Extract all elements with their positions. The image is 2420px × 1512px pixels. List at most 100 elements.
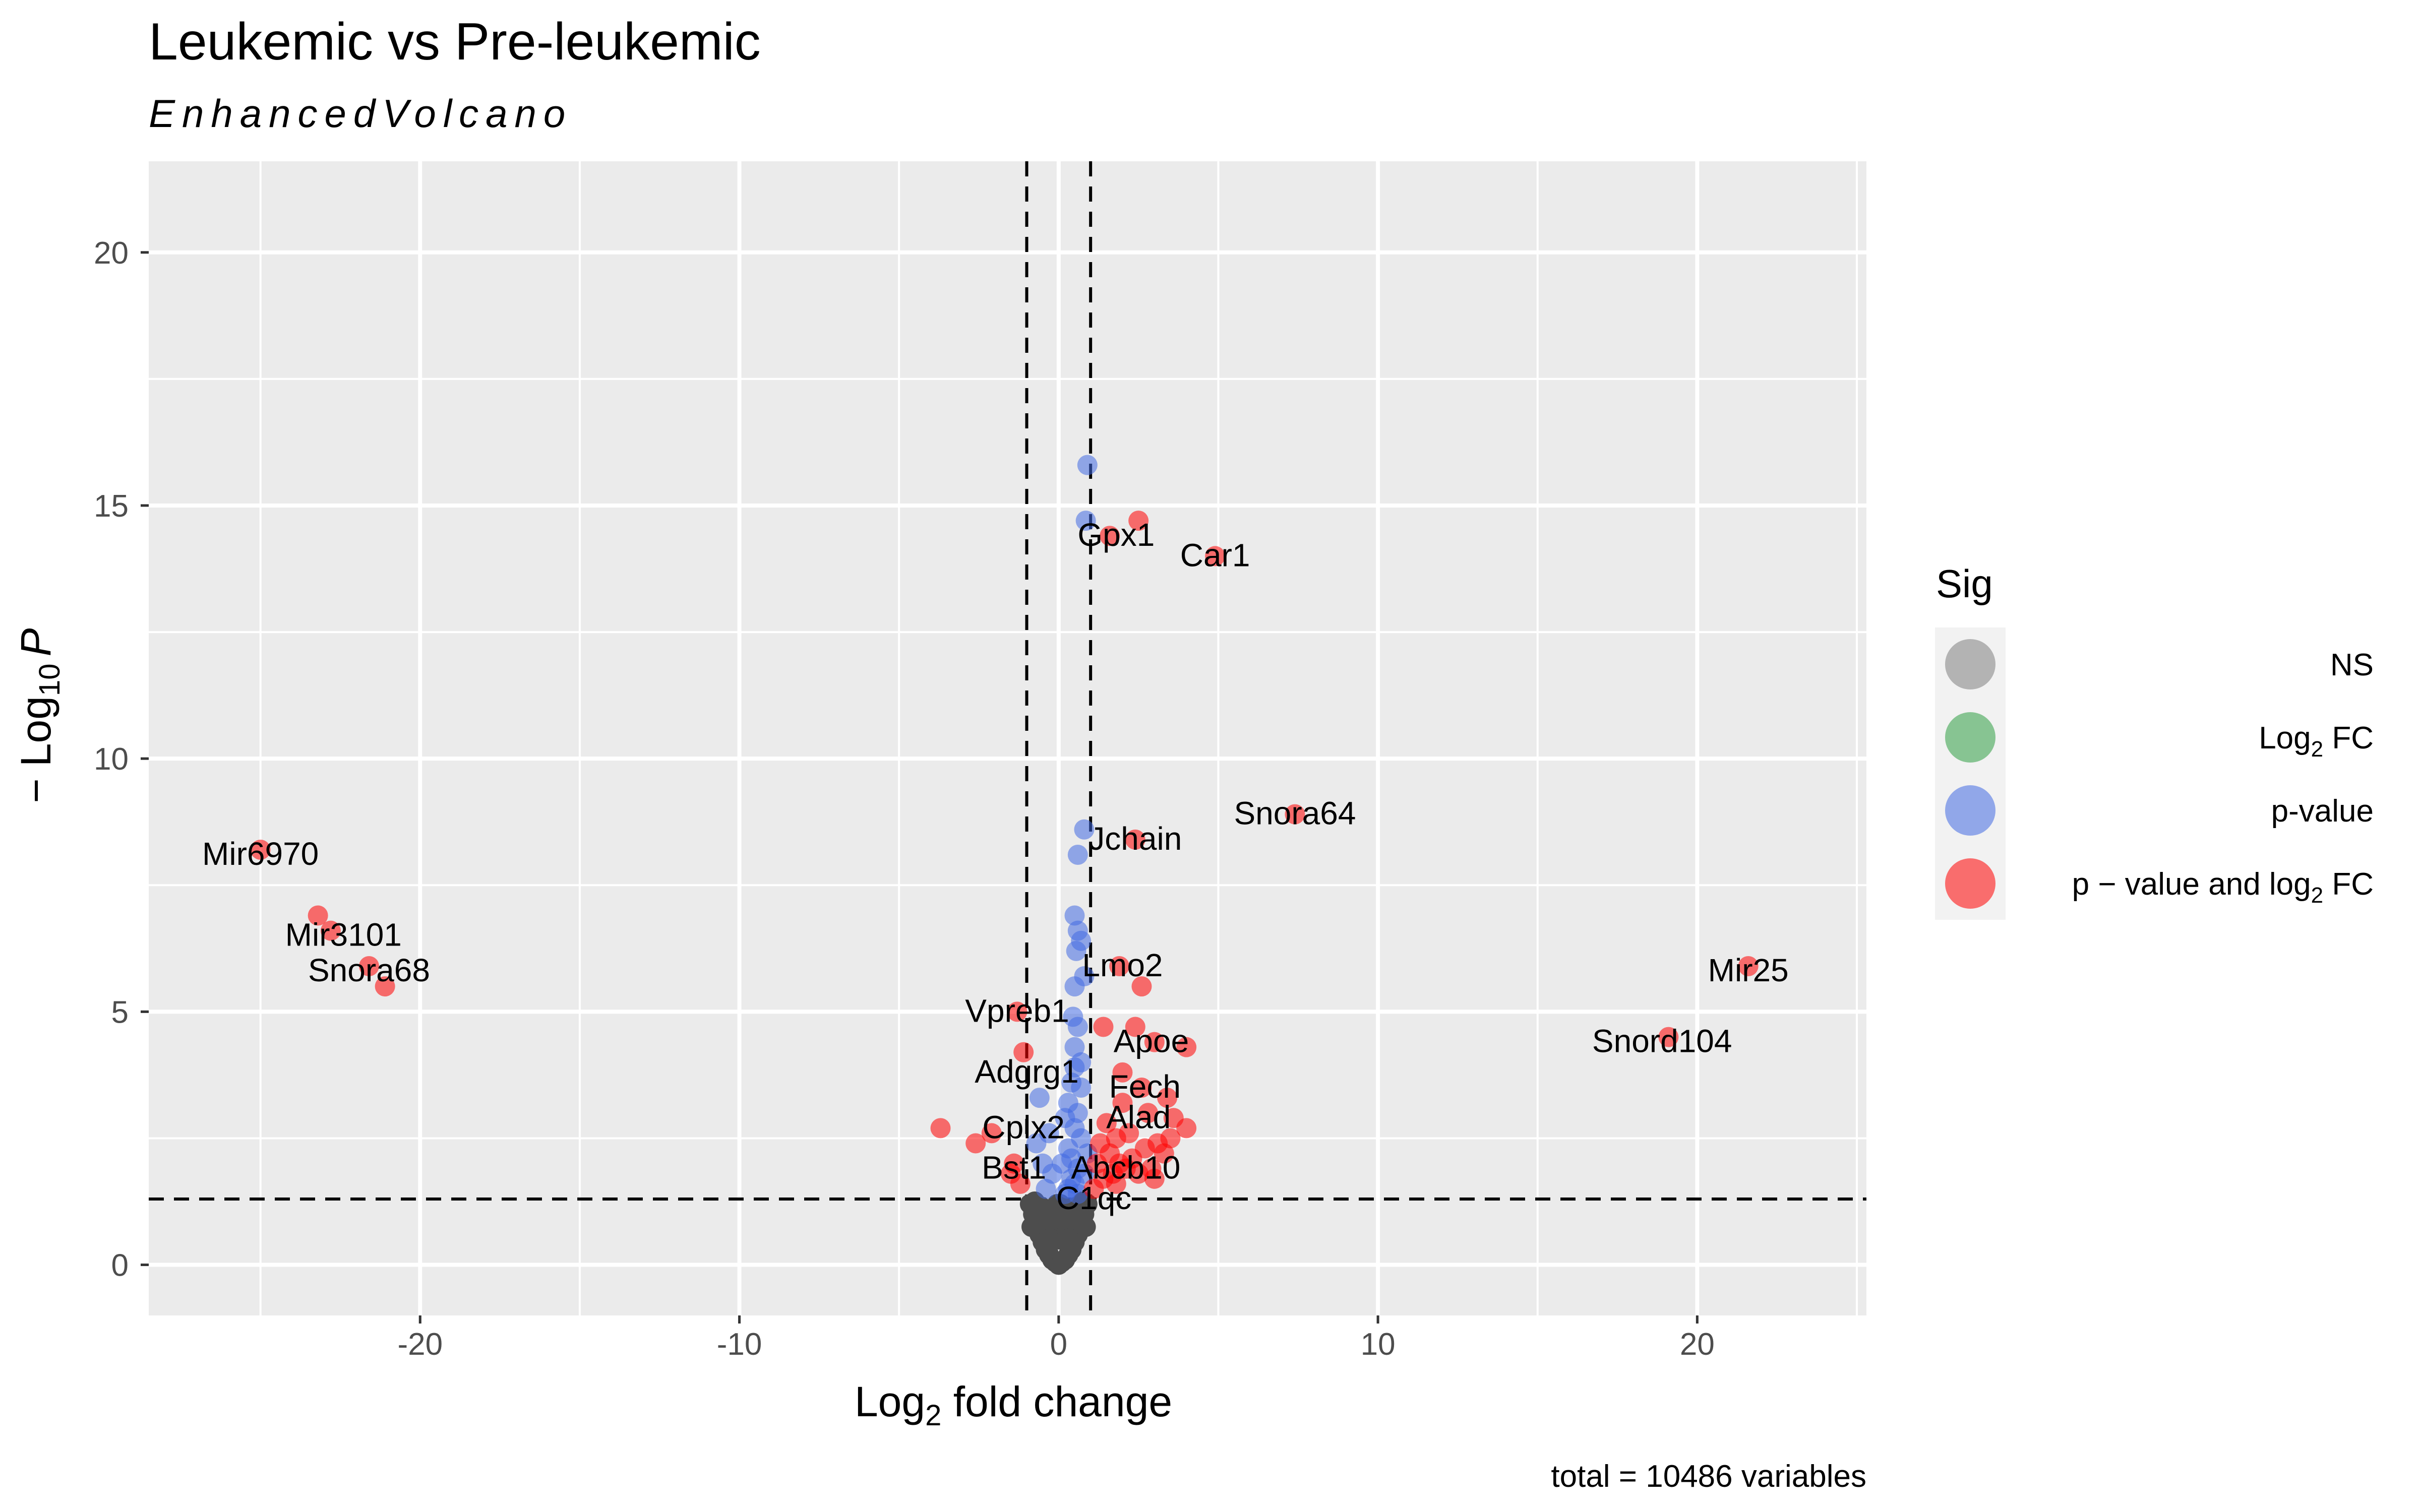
y-axis-title: − Log10 P — [12, 628, 66, 803]
legend-key-fc_p — [1945, 858, 1995, 909]
gene-label: Apoe — [1114, 1023, 1189, 1059]
gene-label: Abcb10 — [1071, 1150, 1180, 1186]
x-tick-label: 0 — [1050, 1327, 1067, 1362]
gene-label: Gpx1 — [1077, 517, 1155, 553]
point-p-value-and-log2-fc — [1109, 956, 1130, 976]
data-points — [250, 455, 1759, 1275]
point-p-value-and-log2-fc — [1205, 546, 1226, 566]
legend-key-ns — [1945, 639, 1995, 689]
point-p-value — [1036, 1178, 1056, 1199]
x-tick-label: 10 — [1361, 1327, 1396, 1362]
legend-label-fc_p: p − value and log2 FC — [2072, 867, 2374, 908]
point-p-value — [1064, 905, 1085, 926]
point-p-value-and-log2-fc — [1013, 1042, 1034, 1062]
point-p-value-and-log2-fc — [1096, 1113, 1117, 1133]
gene-label: Snora64 — [1234, 795, 1356, 832]
gene-label: Mir6970 — [202, 836, 319, 872]
point-p-value-and-log2-fc — [1131, 1078, 1152, 1098]
point-p-value-and-log2-fc — [1176, 1118, 1197, 1139]
point-p-value — [1064, 976, 1085, 997]
point-p-value-and-log2-fc — [375, 976, 395, 997]
legend-label-part: FC — [2323, 721, 2374, 755]
point-p-value-and-log2-fc — [308, 905, 328, 926]
point-p-value — [1077, 455, 1098, 475]
cutoff-lines — [149, 161, 1866, 1315]
legend-label-part: Log — [2259, 721, 2311, 755]
caption: total = 10486 variables — [1551, 1459, 1866, 1494]
gene-label: Car1 — [1180, 537, 1250, 573]
plot-panel — [149, 161, 1866, 1315]
point-ns — [1075, 1217, 1096, 1237]
point-p-value-and-log2-fc — [1083, 1178, 1104, 1199]
x-tick-label: 20 — [1680, 1327, 1715, 1362]
point-p-value-and-log2-fc — [1658, 1027, 1679, 1047]
legend-label-p: p-value — [2271, 794, 2374, 829]
y-axis-title-prefix: − Log — [12, 696, 59, 803]
point-p-value — [1064, 1057, 1085, 1078]
point-p-value-and-log2-fc — [1154, 1143, 1174, 1164]
y-tick-label: 5 — [111, 995, 129, 1030]
grid-minor — [149, 161, 1866, 1315]
point-p-value — [1067, 1017, 1088, 1037]
x-axis-title-subscript: 2 — [925, 1399, 941, 1432]
point-p-value — [1042, 1163, 1063, 1184]
gene-label: Lmo2 — [1082, 947, 1163, 983]
point-p-value — [1067, 845, 1088, 865]
point-p-value-and-log2-fc — [1007, 1001, 1027, 1022]
gene-label: Jchain — [1088, 821, 1182, 857]
gene-label: Adgrg1 — [975, 1053, 1078, 1090]
gene-label: Mir25 — [1708, 952, 1789, 988]
chart-title: Leukemic vs Pre-leukemic — [149, 13, 761, 71]
point-p-value-and-log2-fc — [1106, 1173, 1126, 1194]
legend-label-fc: Log2 FC — [2259, 721, 2374, 762]
y-axis-title-var: P — [12, 628, 59, 656]
point-p-value-and-log2-fc — [1125, 829, 1145, 850]
x-tick-label: -20 — [397, 1327, 443, 1362]
x-axis-title-base: Log — [855, 1378, 925, 1425]
point-p-value-and-log2-fc — [358, 956, 379, 976]
point-p-value — [1075, 511, 1096, 531]
gene-label: Snord104 — [1592, 1023, 1732, 1059]
gene-label: Snora68 — [308, 952, 430, 988]
y-tick-label: 0 — [111, 1248, 129, 1283]
chart-subtitle: EnhancedVolcano — [149, 91, 572, 136]
point-p-value — [1064, 1037, 1085, 1057]
point-p-value-and-log2-fc — [1112, 1062, 1133, 1083]
point-ns — [1052, 1252, 1072, 1273]
grid-major — [149, 161, 1866, 1315]
gene-label: C1qc — [1056, 1180, 1131, 1216]
legend-label-subscript: 2 — [2311, 883, 2323, 908]
point-p-value-and-log2-fc — [965, 1133, 986, 1154]
point-p-value — [1029, 1088, 1050, 1108]
x-axis-title: Log2 fold change — [855, 1378, 1172, 1432]
gene-label: Cplx2 — [982, 1109, 1065, 1145]
point-p-value — [1026, 1133, 1047, 1154]
point-p-value-and-log2-fc — [1141, 1158, 1162, 1179]
point-p-value-and-log2-fc — [1128, 511, 1149, 531]
y-axis-title-subscript: 10 — [33, 663, 66, 696]
point-p-value-and-log2-fc — [1125, 1017, 1145, 1037]
legend-label-part: FC — [2323, 867, 2374, 902]
point-p-value-and-log2-fc — [1131, 976, 1152, 997]
point-p-value-and-log2-fc — [930, 1118, 951, 1139]
point-p-value-and-log2-fc — [1138, 1103, 1159, 1123]
point-p-value-and-log2-fc — [1176, 1037, 1197, 1057]
legend-label-part: p − value and log — [2072, 867, 2311, 902]
x-axis-title-rest: fold change — [941, 1378, 1172, 1425]
point-p-value-and-log2-fc — [250, 839, 271, 860]
legend-key-p — [1945, 785, 1995, 836]
point-p-value-and-log2-fc — [1100, 526, 1120, 546]
gene-label: Mir3101 — [285, 917, 402, 953]
point-p-value-and-log2-fc — [1086, 1153, 1107, 1174]
gene-label: Alad — [1106, 1099, 1171, 1135]
legend-key-fc — [1945, 712, 1995, 763]
point-p-value-and-log2-fc — [1285, 804, 1305, 825]
point-p-value-and-log2-fc — [1093, 1017, 1114, 1037]
y-tick-label: 20 — [94, 236, 129, 271]
point-p-value — [1071, 1078, 1092, 1098]
gene-label: Fech — [1109, 1068, 1181, 1105]
